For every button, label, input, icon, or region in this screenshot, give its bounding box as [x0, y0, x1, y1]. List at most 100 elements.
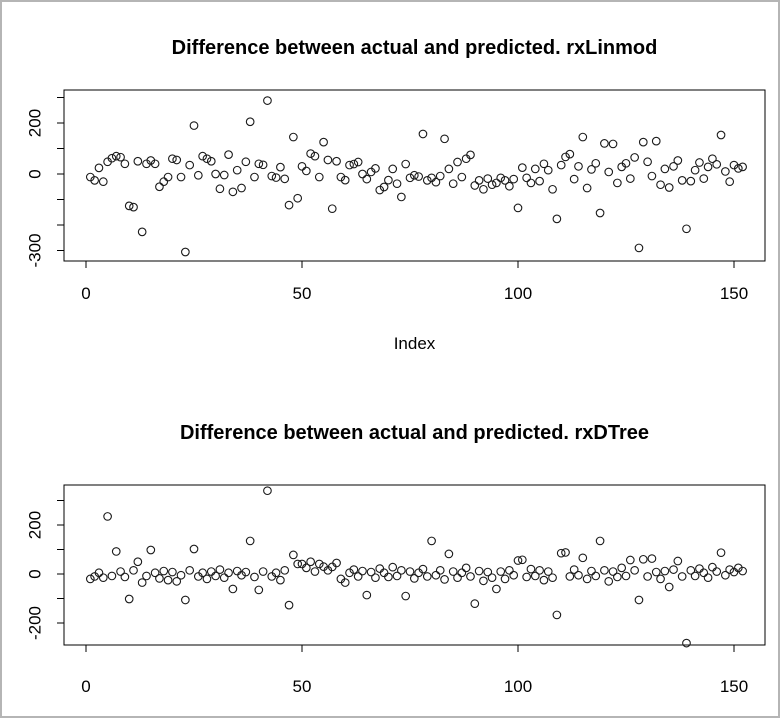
- data-point: [228, 584, 238, 594]
- data-point: [565, 149, 575, 159]
- data-point: [604, 576, 614, 586]
- data-point: [232, 165, 242, 175]
- data-point: [613, 178, 622, 188]
- data-point: [552, 214, 562, 224]
- data-point: [120, 572, 130, 582]
- data-point: [638, 137, 648, 147]
- data-point: [474, 566, 484, 576]
- data-point: [276, 575, 285, 585]
- data-point: [176, 570, 186, 580]
- data-point: [198, 568, 207, 578]
- data-point: [695, 158, 704, 167]
- data-point: [245, 536, 255, 546]
- data-point: [647, 171, 657, 181]
- data-point: [673, 556, 683, 566]
- data-point: [301, 166, 311, 176]
- data-point: [699, 568, 709, 578]
- data-point: [578, 553, 588, 563]
- data-point: [708, 154, 717, 164]
- data-point: [414, 172, 423, 181]
- data-point: [202, 574, 212, 584]
- data-point: [466, 150, 475, 160]
- data-point: [578, 132, 588, 142]
- data-point: [604, 167, 614, 177]
- data-point: [673, 156, 683, 165]
- data-point: [254, 585, 264, 595]
- data-point: [107, 571, 117, 581]
- data-point: [345, 568, 354, 578]
- x-axis-tick-label: 50: [293, 677, 312, 696]
- data-point: [535, 565, 544, 575]
- data-point: [461, 563, 471, 573]
- data-point: [241, 567, 251, 577]
- data-point: [340, 578, 350, 587]
- data-point: [111, 547, 121, 556]
- data-point: [206, 567, 216, 576]
- data-point: [284, 200, 294, 210]
- data-point: [181, 595, 190, 605]
- data-point: [556, 160, 566, 170]
- data-point: [120, 159, 130, 169]
- data-point: [111, 151, 121, 161]
- data-point: [90, 176, 99, 185]
- data-point: [487, 573, 497, 583]
- data-point: [569, 174, 579, 184]
- data-point: [561, 548, 570, 557]
- data-point: [660, 164, 670, 174]
- data-point: [738, 566, 747, 576]
- data-point: [422, 176, 432, 185]
- data-point: [388, 164, 398, 174]
- data-point: [448, 179, 458, 189]
- data-point: [721, 167, 730, 176]
- data-point: [492, 584, 501, 594]
- data-point: [643, 572, 652, 581]
- data-point: [146, 545, 156, 555]
- data-point: [306, 557, 315, 567]
- data-point: [733, 563, 743, 573]
- data-point: [280, 174, 290, 184]
- data-point: [660, 566, 670, 576]
- data-point: [595, 536, 605, 546]
- data-point: [712, 159, 722, 169]
- data-point: [168, 567, 177, 577]
- data-point: [664, 582, 674, 592]
- data-point: [474, 176, 484, 185]
- data-point: [431, 177, 441, 187]
- data-point: [250, 572, 259, 582]
- data-point: [168, 154, 177, 164]
- data-point: [621, 571, 631, 581]
- data-point: [137, 578, 147, 587]
- data-point: [513, 203, 523, 213]
- data-point: [397, 565, 406, 575]
- data-point: [280, 565, 290, 575]
- data-point: [466, 572, 475, 581]
- data-point: [505, 181, 514, 191]
- data-point: [453, 573, 462, 583]
- data-point: [483, 174, 493, 183]
- data-point: [211, 169, 220, 179]
- plot-box: [63, 484, 766, 646]
- data-point: [133, 557, 143, 567]
- data-point: [574, 162, 583, 171]
- data-point: [591, 571, 601, 581]
- data-point: [548, 184, 557, 194]
- data-point: [440, 575, 449, 584]
- data-point: [509, 570, 519, 580]
- data-point: [574, 570, 583, 580]
- data-point: [664, 183, 674, 192]
- data-point: [409, 170, 419, 180]
- data-point: [405, 567, 415, 576]
- x-axis-tick-label: 0: [81, 284, 90, 303]
- data-point: [163, 172, 173, 182]
- data-point: [625, 174, 635, 183]
- data-point: [634, 595, 644, 605]
- data-point: [155, 182, 164, 192]
- data-point: [505, 565, 514, 575]
- data-point: [517, 555, 527, 565]
- data-point: [358, 169, 367, 179]
- data-point: [189, 121, 199, 130]
- data-point: [310, 567, 320, 576]
- data-point: [703, 162, 713, 172]
- data-point: [103, 512, 112, 521]
- data-points: [85, 96, 747, 257]
